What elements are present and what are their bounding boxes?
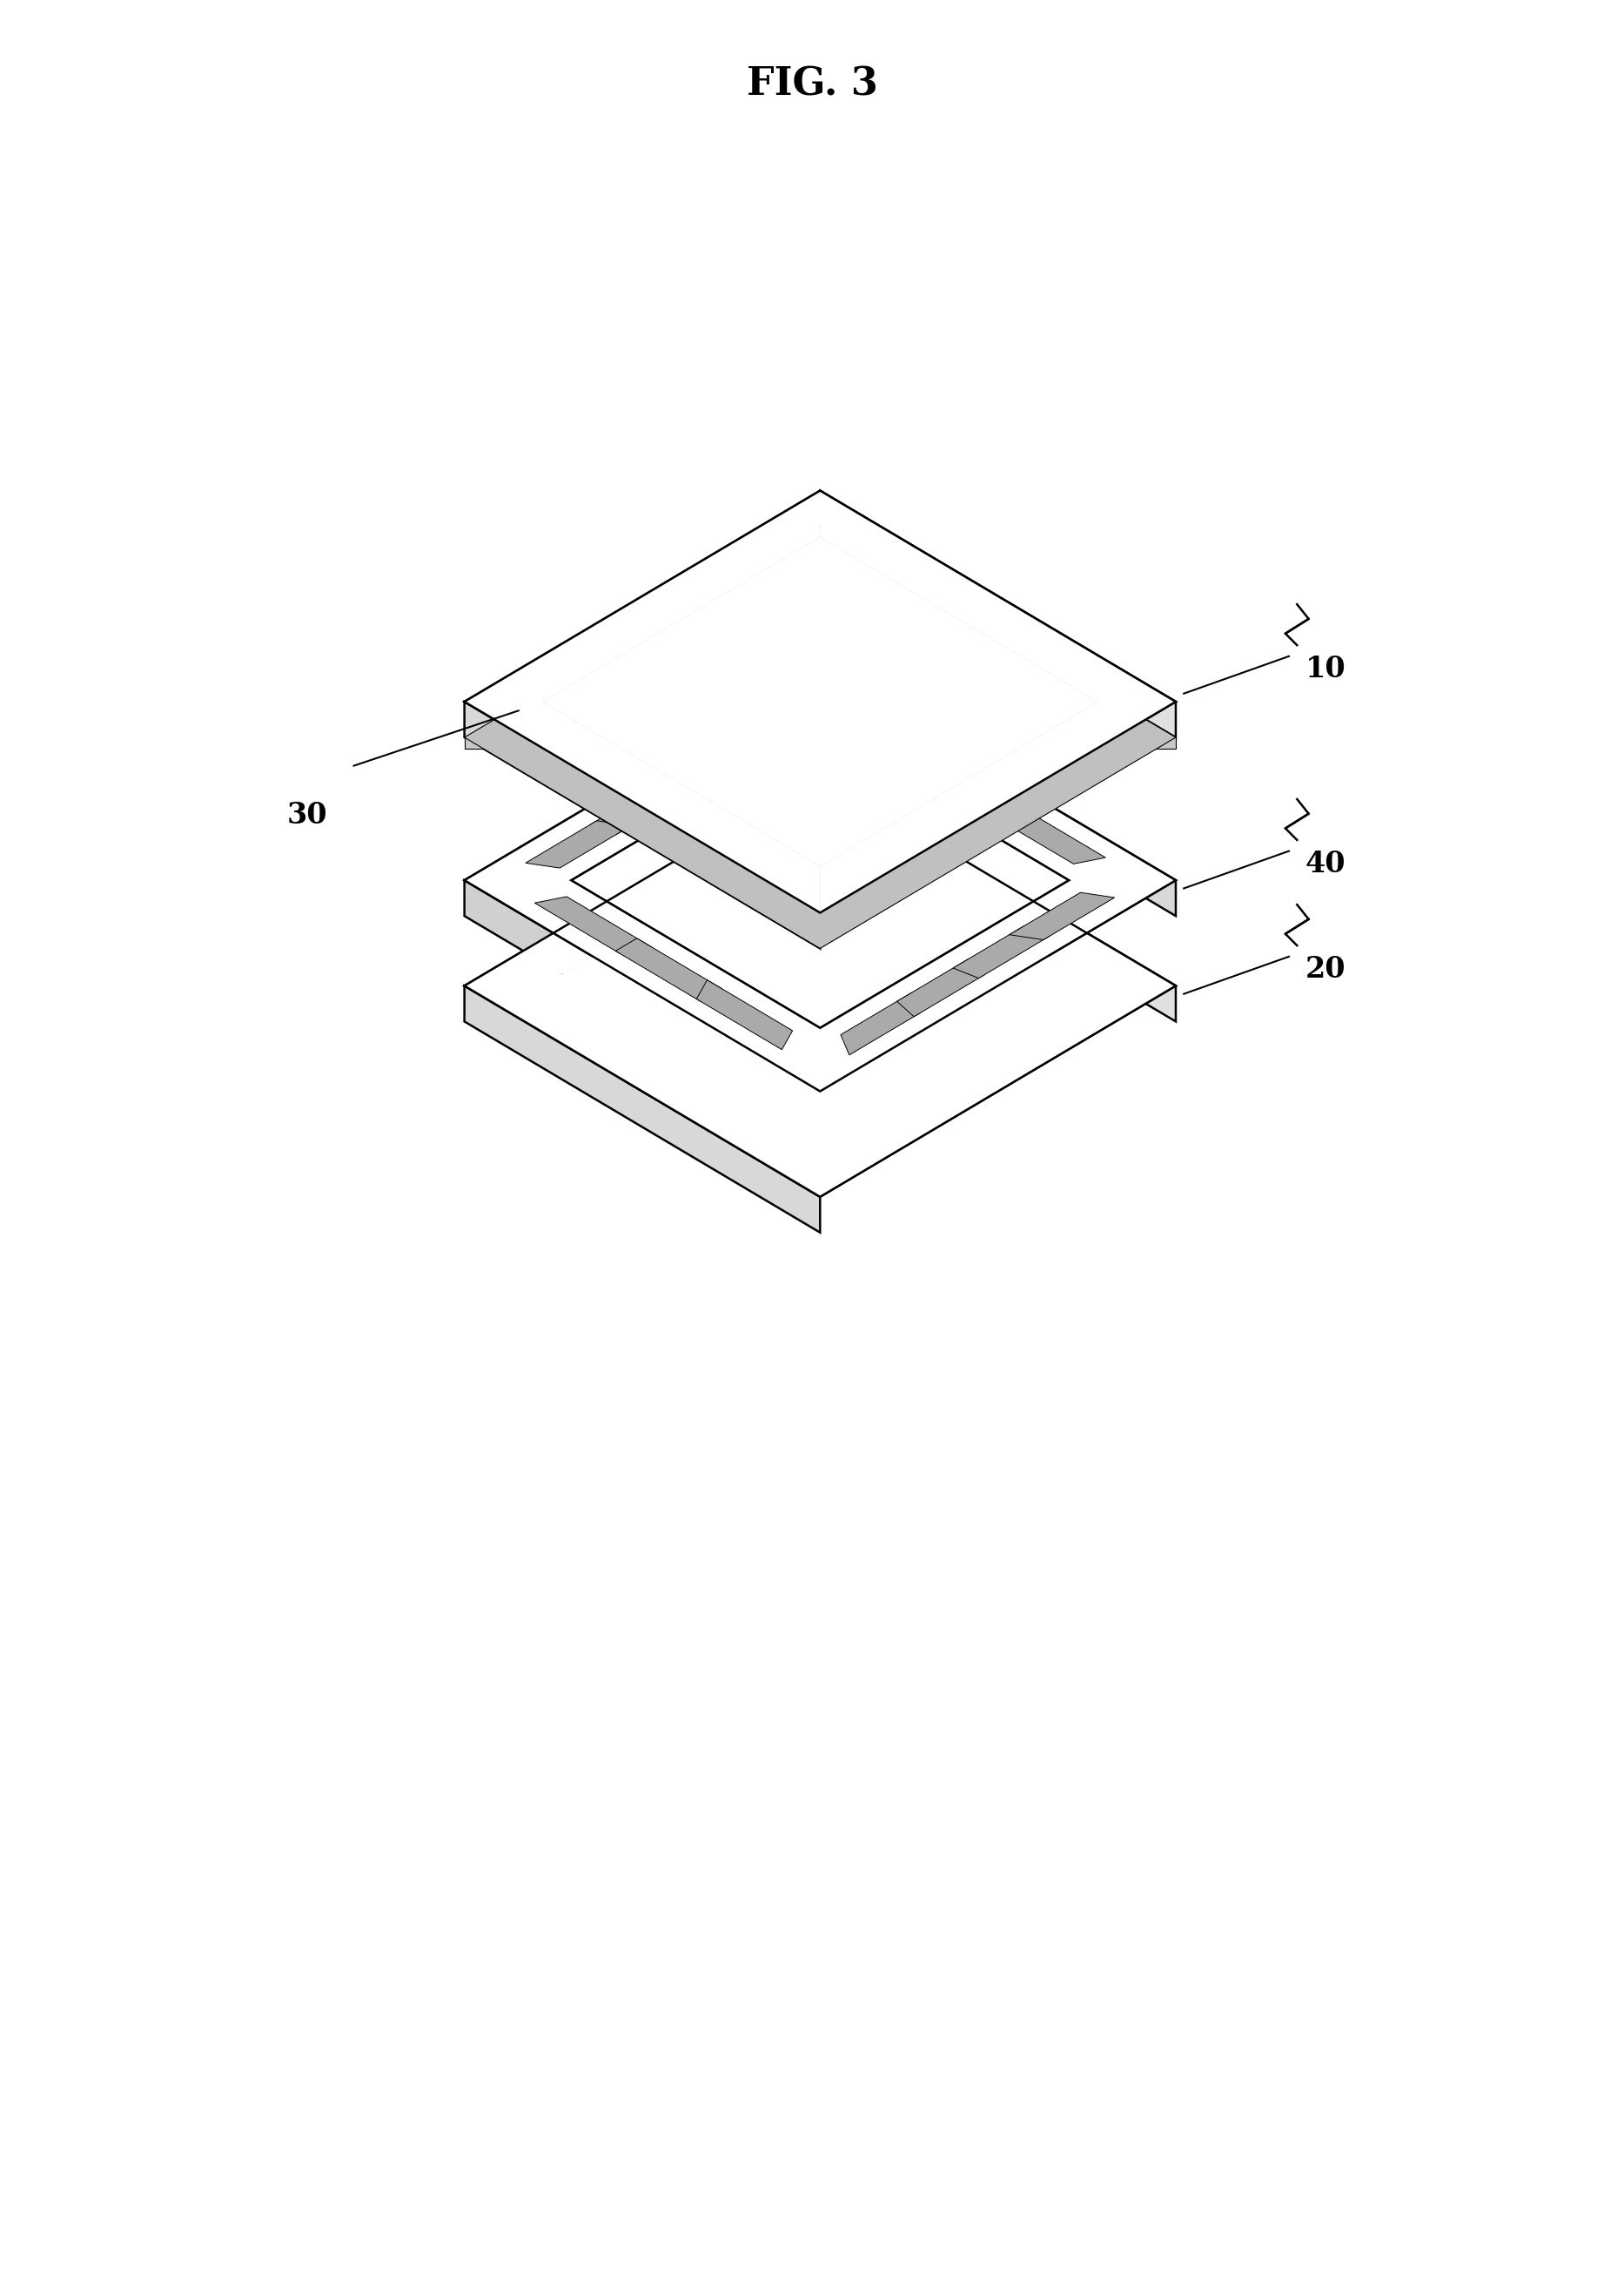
Polygon shape xyxy=(534,896,651,953)
Polygon shape xyxy=(841,992,921,1056)
Polygon shape xyxy=(820,490,1176,736)
Polygon shape xyxy=(654,743,744,800)
Polygon shape xyxy=(820,702,1176,912)
Text: 40: 40 xyxy=(1306,850,1346,878)
Polygon shape xyxy=(464,670,1176,1092)
Polygon shape xyxy=(812,693,828,709)
Polygon shape xyxy=(542,538,1098,866)
Polygon shape xyxy=(464,880,820,1092)
Polygon shape xyxy=(464,985,820,1233)
Polygon shape xyxy=(464,527,1176,948)
Polygon shape xyxy=(820,670,1176,917)
Polygon shape xyxy=(896,960,986,1017)
Polygon shape xyxy=(464,490,1176,912)
Polygon shape xyxy=(615,939,723,1001)
Polygon shape xyxy=(987,807,1106,864)
Polygon shape xyxy=(820,490,1176,702)
Polygon shape xyxy=(820,985,1176,1197)
Polygon shape xyxy=(820,670,1176,880)
Polygon shape xyxy=(820,775,1176,985)
Polygon shape xyxy=(820,775,1176,1021)
Polygon shape xyxy=(953,926,1049,978)
Polygon shape xyxy=(697,980,793,1049)
Polygon shape xyxy=(817,983,822,987)
Polygon shape xyxy=(464,702,820,912)
Polygon shape xyxy=(918,759,1025,823)
Polygon shape xyxy=(464,702,820,948)
Polygon shape xyxy=(719,705,799,768)
Polygon shape xyxy=(815,980,825,992)
Polygon shape xyxy=(542,821,1098,1151)
Text: 30: 30 xyxy=(286,800,326,830)
Polygon shape xyxy=(820,880,1176,1092)
Polygon shape xyxy=(817,700,822,705)
Polygon shape xyxy=(464,670,820,880)
Polygon shape xyxy=(1009,891,1114,939)
Polygon shape xyxy=(723,823,918,937)
Polygon shape xyxy=(848,711,944,780)
Polygon shape xyxy=(464,490,820,702)
Polygon shape xyxy=(464,736,1176,748)
Polygon shape xyxy=(815,698,825,707)
Polygon shape xyxy=(464,985,820,1197)
Polygon shape xyxy=(464,775,820,985)
Text: FIG. 3: FIG. 3 xyxy=(747,66,877,103)
Polygon shape xyxy=(812,978,828,994)
Text: 20: 20 xyxy=(1306,955,1346,985)
Polygon shape xyxy=(526,821,630,869)
Polygon shape xyxy=(590,782,687,834)
Text: 10: 10 xyxy=(1306,654,1346,684)
Polygon shape xyxy=(786,860,854,901)
Polygon shape xyxy=(464,775,1176,1197)
Polygon shape xyxy=(572,732,1069,1028)
Polygon shape xyxy=(464,880,820,1126)
